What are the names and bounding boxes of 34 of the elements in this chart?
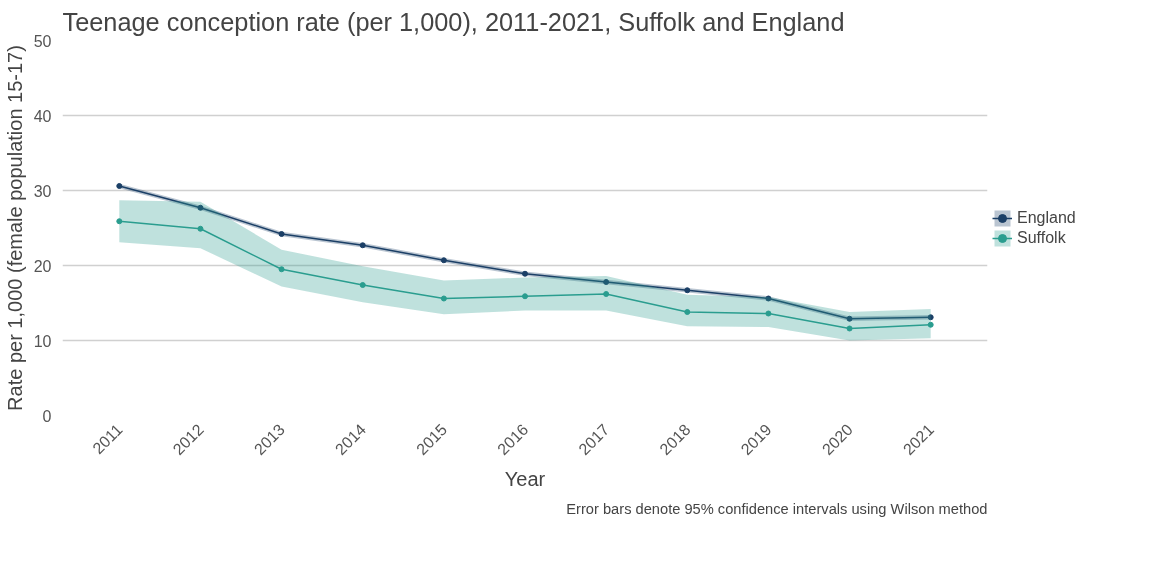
y-tick-label: 40 (33, 107, 52, 125)
point (278, 266, 285, 273)
point (359, 242, 366, 249)
y-tick-label: 50 (33, 32, 52, 50)
point (765, 310, 772, 317)
x-axis-title: Year (504, 468, 546, 491)
point (603, 291, 610, 297)
point (927, 314, 934, 321)
point (765, 295, 772, 302)
point (603, 279, 610, 285)
legend-label: England (1017, 208, 1076, 227)
point (927, 321, 934, 328)
point (359, 282, 366, 288)
point (116, 183, 123, 189)
point (846, 325, 853, 332)
chart-title: Teenage conception rate (per 1,000), 2011-2021, Suffolk and England (62, 7, 845, 36)
point (846, 315, 853, 322)
text: Error bars denote 95% confidence intervals using Wilson method (566, 500, 988, 517)
y-tick-label: 20 (33, 257, 52, 275)
point (684, 287, 691, 294)
point (522, 270, 528, 277)
point (116, 218, 123, 225)
point (440, 257, 447, 264)
point (440, 295, 447, 302)
point (522, 293, 528, 300)
point (197, 204, 204, 211)
y-tick-label: 30 (33, 182, 52, 200)
point (197, 225, 204, 232)
legend-label: Suffolk (1017, 228, 1066, 247)
y-tick-label: 10 (33, 332, 52, 350)
y-axis-title: Rate per 1,000 (female population 15-17) (3, 45, 26, 411)
point (278, 231, 285, 237)
point (684, 309, 691, 315)
y-tick-label: 0 (42, 407, 52, 425)
